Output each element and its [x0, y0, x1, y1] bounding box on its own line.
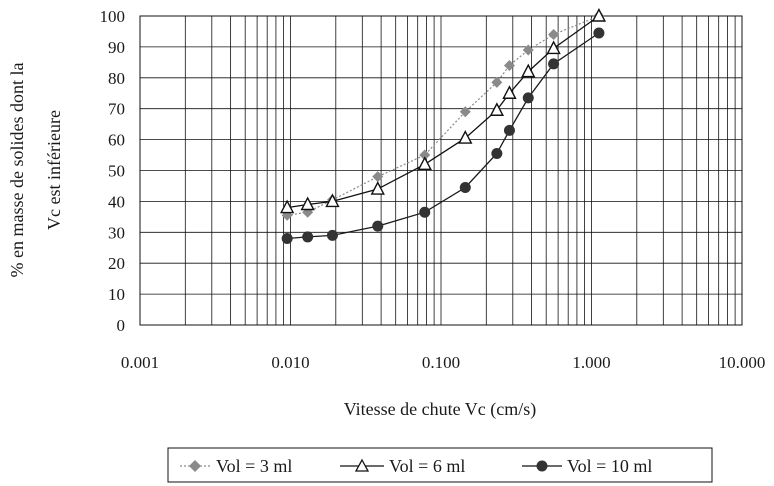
data-point-triangle [502, 85, 517, 99]
x-tick-label: 0.010 [271, 353, 309, 372]
y-tick-label: 60 [108, 131, 125, 150]
legend-box [167, 447, 713, 483]
series-3 [281, 27, 605, 244]
x-tick-label: 1.000 [572, 353, 610, 372]
y-axis-tick-labels: 0 10 20 30 40 50 60 70 80 90 100 [100, 7, 126, 335]
y-tick-label: 20 [108, 254, 125, 273]
data-point-circle [281, 232, 293, 244]
legend-label-6ml: Vol = 6 ml [389, 456, 465, 476]
triangle-marker-icon [354, 458, 370, 472]
x-tick-label: 0.001 [121, 353, 159, 372]
y-tick-label: 40 [108, 192, 125, 211]
circle-marker-icon [536, 460, 548, 472]
y-tick-label: 70 [108, 100, 125, 119]
x-axis-tick-labels: 0.001 0.010 0.100 1.000 10.000 [121, 353, 766, 372]
data-point-diamond [491, 76, 503, 88]
legend-label-10ml: Vol = 10 ml [567, 456, 652, 476]
grid-lines [139, 15, 742, 326]
series-layer [279, 7, 607, 244]
data-point-triangle [325, 193, 340, 208]
y-tick-label: 50 [108, 162, 125, 181]
series-2 [279, 7, 607, 214]
x-tick-label: 10.000 [719, 353, 766, 372]
y-tick-label: 90 [108, 38, 125, 57]
x-axis-title: Vitesse de chute Vc (cm/s) [344, 399, 537, 420]
diamond-marker-icon [189, 460, 201, 472]
y-tick-label: 100 [100, 7, 126, 26]
legend-entry-6ml: Vol = 6 ml [340, 456, 465, 476]
legend-entry-10ml: Vol = 10 ml [522, 456, 652, 476]
data-point-triangle [591, 7, 607, 22]
data-point-triangle [279, 199, 295, 214]
data-point-circle [503, 124, 515, 136]
y-axis-title-line-2: Vc est inférieure [44, 110, 64, 230]
data-point-circle [548, 58, 560, 70]
y-tick-label: 80 [108, 69, 125, 88]
data-point-circle [459, 181, 471, 193]
legend: Vol = 3 ml Vol = 6 ml Vol = 10 ml [167, 447, 713, 483]
legend-entry-3ml: Vol = 3 ml [180, 456, 292, 476]
y-tick-label: 0 [117, 316, 126, 335]
y-tick-label: 10 [108, 285, 125, 304]
data-point-circle [372, 220, 384, 232]
data-point-triangle [521, 63, 536, 78]
data-point-triangle [370, 181, 385, 195]
data-point-circle [593, 27, 605, 39]
data-point-circle [419, 206, 431, 218]
series-1 [281, 10, 605, 221]
data-point-triangle [458, 130, 473, 144]
data-point-triangle [489, 102, 505, 116]
y-axis-title-line-1: % en masse de solides dont la [7, 63, 27, 278]
data-point-diamond [419, 149, 431, 161]
y-tick-label: 30 [108, 223, 125, 242]
data-point-circle [326, 229, 338, 241]
x-tick-label: 0.100 [422, 353, 460, 372]
data-point-circle [522, 92, 534, 104]
data-point-diamond [372, 171, 384, 183]
data-point-diamond [503, 59, 515, 71]
data-point-diamond [548, 29, 560, 41]
data-point-circle [491, 148, 503, 160]
data-point-triangle [300, 196, 315, 211]
legend-label-3ml: Vol = 3 ml [216, 456, 292, 476]
data-point-circle [302, 231, 314, 243]
data-point-diamond [459, 106, 471, 118]
data-point-triangle [546, 40, 561, 55]
data-point-diamond [522, 44, 534, 56]
plot-area-frame [139, 15, 743, 326]
series-line [287, 15, 600, 216]
data-point-triangle [417, 156, 432, 171]
